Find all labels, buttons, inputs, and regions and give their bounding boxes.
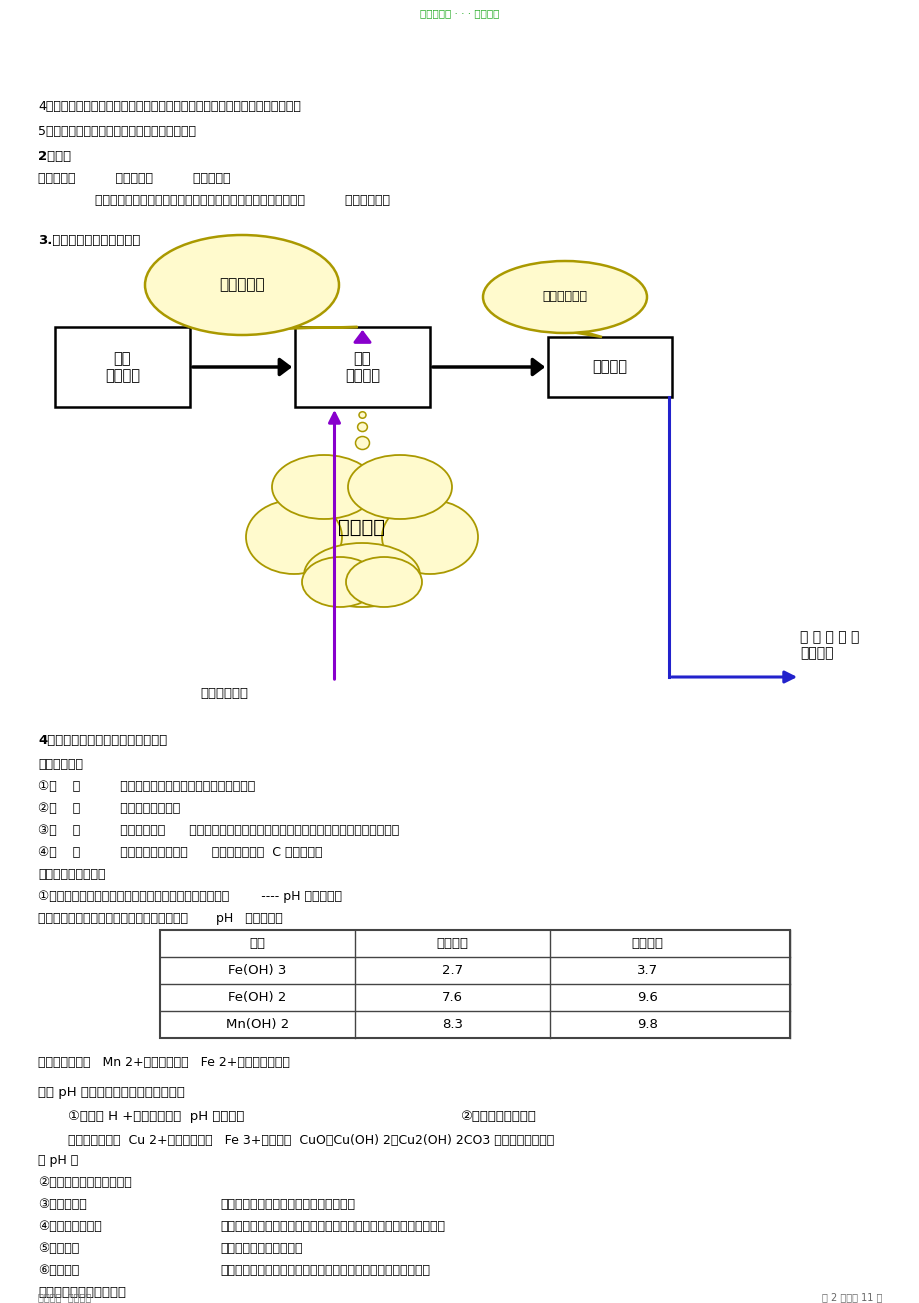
Ellipse shape [274,474,449,580]
Text: ②蒸发、反应时的气体氛围: ②蒸发、反应时的气体氛围 [38,1177,131,1190]
Text: ①控制溶液的酸碱性使其某些金属离子形成氢氧化物沉淀        ---- pH 值的控制。: ①控制溶液的酸碱性使其某些金属离子形成氢氧化物沉淀 ---- pH 值的控制。 [38,890,342,903]
Ellipse shape [355,437,369,450]
Text: 原料
无机矿物: 原料 无机矿物 [105,351,140,383]
Text: ③煅    烧          如煅烧高岭土      改变结构，使一些物质能溶解。并使一些杂质高温下氧化、分解: ③煅 烧 如煅烧高岭土 改变结构，使一些物质能溶解。并使一些杂质高温下氧化、分解 [38,823,399,837]
Text: 所需产品: 所需产品 [592,360,627,374]
Text: 3.7: 3.7 [636,964,657,977]
Ellipse shape [358,412,366,418]
Text: 物质的分离和提纯的方法: 物质的分离和提纯的方法 [38,1286,126,1299]
Text: Fe(OH) 2: Fe(OH) 2 [228,992,287,1005]
Text: 欢迎下载  关利打拼: 欢迎下载 关利打拼 [38,1293,91,1302]
Ellipse shape [145,235,338,335]
Ellipse shape [357,422,367,431]
Ellipse shape [301,556,378,607]
Text: 8.3: 8.3 [441,1018,462,1031]
Text: 例如：若要除去  Cu 2+溶液中混有的   Fe 3+，可加入  CuO、Cu(OH) 2、Cu2(OH) 2CO3 等物质来调节溶液: 例如：若要除去 Cu 2+溶液中混有的 Fe 3+，可加入 CuO、Cu(OH)… [68,1134,553,1147]
Text: 的 pH 值: 的 pH 值 [38,1154,78,1167]
Text: ⑤趁热过滤: ⑤趁热过滤 [38,1242,79,1255]
Text: 物质: 物质 [249,937,266,950]
Text: ⑥冰水洗涤: ⑥冰水洗涤 [38,1264,79,1277]
Ellipse shape [272,455,376,519]
Text: 控制反应条件的方法: 控制反应条件的方法 [38,868,106,881]
Ellipse shape [303,543,420,607]
Text: ①、能与 H +反应，使溶液  pH 值增大；: ①、能与 H +反应，使溶液 pH 值增大； [68,1110,244,1123]
Text: ②灼    烧          如从海带中提取碘: ②灼 烧 如从海带中提取碘 [38,803,180,814]
Text: 第 2 页，共 11 页: 第 2 页，共 11 页 [821,1293,881,1302]
Text: 精品学习料 · · · 欢迎下载: 精品学习料 · · · 欢迎下载 [420,8,499,18]
Text: 4）、绿色化学（物质的循环利用、废物处理、原子利用率、能量的充分利用）: 4）、绿色化学（物质的循环利用、废物处理、原子利用率、能量的充分利用） [38,100,301,113]
Text: 调节 pH 所需的物质一般应满足两点：: 调节 pH 所需的物质一般应满足两点： [38,1085,185,1098]
Text: 反应条件: 反应条件 [338,517,385,537]
Ellipse shape [346,556,422,607]
Ellipse shape [347,455,451,519]
Text: ④降温反应的目的: ④降温反应的目的 [38,1220,102,1233]
Text: 问题：若要除去   Mn 2+溶液中含有的   Fe 2+，应该怎样做？: 问题：若要除去 Mn 2+溶液中含有的 Fe 2+，应该怎样做？ [38,1055,289,1068]
Polygon shape [227,327,357,328]
Bar [160,930,789,1038]
Text: 2．规律: 2．规律 [38,150,71,163]
Text: 核心
化学反应: 核心 化学反应 [345,351,380,383]
Text: ④研    磨          适用于有机物的提取      如苹果中维生素  C 的测定等。: ④研 磨 适用于有机物的提取 如苹果中维生素 C 的测定等。 [38,846,323,859]
Text: 排 放 物 的 无
害化处理: 排 放 物 的 无 害化处理 [800,629,858,661]
Ellipse shape [482,261,646,334]
Ellipse shape [245,500,342,575]
Text: 开始沉淀: 开始沉淀 [436,937,468,950]
Text: 2.7: 2.7 [441,964,462,977]
Ellipse shape [381,500,478,575]
Text: Mn(OH) 2: Mn(OH) 2 [226,1018,289,1031]
Text: 例如：已知下列物质开始沉淀和沉淀完全时的       pH   如下表所示: 例如：已知下列物质开始沉淀和沉淀完全时的 pH 如下表所示 [38,912,282,925]
Text: 9.8: 9.8 [636,1018,657,1031]
Text: 洗去晶体表面的杂质离子，并减少晶体在洗涤过程中的溶解损耗: 洗去晶体表面的杂质离子，并减少晶体在洗涤过程中的溶解损耗 [220,1264,429,1277]
Polygon shape [547,328,601,337]
Text: 5）、化工安全（防爆、防污染、防中毒）等。: 5）、化工安全（防爆、防污染、防中毒）等。 [38,125,196,138]
Text: 防止某物质降温时会析出: 防止某物质降温时会析出 [220,1242,302,1255]
Bar [55,327,190,407]
Text: 防止某物质在高温时会溶解或为使化学平衡向着题目要求的方向移动: 防止某物质在高温时会溶解或为使化学平衡向着题目要求的方向移动 [220,1220,445,1233]
Text: 沉淀完全: 沉淀完全 [630,937,663,950]
Text: 原料预处理: 原料预处理 [219,278,265,292]
Bar [548,337,671,397]
Bar [295,327,429,407]
Text: 产品分离提纯: 产品分离提纯 [542,291,587,304]
Text: 4．熟悉工业流程常见的操作与名词: 4．熟悉工业流程常见的操作与名词 [38,734,167,747]
Text: Fe(OH) 3: Fe(OH) 3 [228,964,287,977]
Text: 核心考点：物质的分离操作、除杂试剂的选择、生产条件的控制          产品分离提纯: 核心考点：物质的分离操作、除杂试剂的选择、生产条件的控制 产品分离提纯 [95,194,390,207]
Text: 3.工业生产流程主线与核心: 3.工业生产流程主线与核心 [38,235,141,248]
Text: 主线主产品          分支副产品          回头为循环: 主线主产品 分支副产品 回头为循环 [38,172,231,185]
Text: 原料的预处理: 原料的预处理 [38,758,83,771]
Text: ①溶    解          通常用酸溶。如用硫酸、盐酸、浓硫酸等: ①溶 解 通常用酸溶。如用硫酸、盐酸、浓硫酸等 [38,780,255,794]
Text: 加快反应速率或促进平衡向某个方向移动: 加快反应速率或促进平衡向某个方向移动 [220,1197,355,1210]
Text: ③加热的目的: ③加热的目的 [38,1197,86,1210]
Text: 原料循环利用: 原料循环利用 [199,687,248,700]
Text: 9.6: 9.6 [636,992,657,1005]
Text: ②、不引入新杂质。: ②、不引入新杂质。 [460,1110,535,1123]
Text: 7.6: 7.6 [441,992,462,1005]
